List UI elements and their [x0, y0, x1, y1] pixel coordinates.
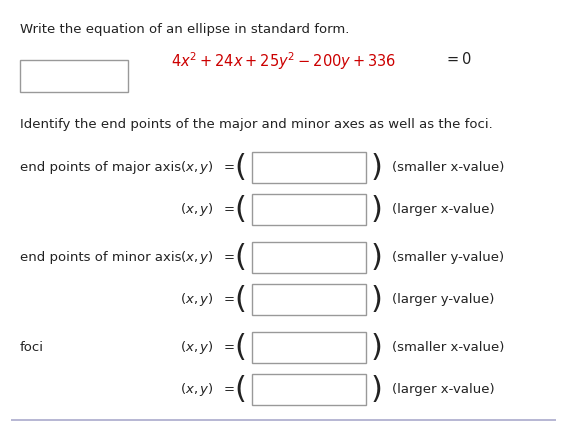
- Text: =: =: [223, 293, 235, 306]
- Text: (smaller x-value): (smaller x-value): [392, 341, 505, 354]
- Text: $(x, y)$: $(x, y)$: [180, 339, 214, 356]
- FancyBboxPatch shape: [19, 60, 128, 92]
- FancyBboxPatch shape: [252, 284, 366, 315]
- Text: (: (: [234, 285, 246, 314]
- Text: ): ): [371, 195, 383, 224]
- Text: Write the equation of an ellipse in standard form.: Write the equation of an ellipse in stan…: [19, 24, 349, 36]
- FancyBboxPatch shape: [252, 332, 366, 364]
- Text: $(x, y)$: $(x, y)$: [180, 249, 214, 266]
- Text: (larger x-value): (larger x-value): [392, 203, 495, 216]
- Text: =: =: [223, 203, 235, 216]
- Text: foci: foci: [19, 341, 44, 354]
- FancyBboxPatch shape: [252, 374, 366, 405]
- Text: ): ): [371, 375, 383, 404]
- Text: (: (: [234, 243, 246, 272]
- Text: (smaller x-value): (smaller x-value): [392, 161, 505, 174]
- Text: =: =: [223, 341, 235, 354]
- Text: $(x, y)$: $(x, y)$: [180, 201, 214, 218]
- FancyBboxPatch shape: [252, 242, 366, 273]
- Text: (larger y-value): (larger y-value): [392, 293, 495, 306]
- Text: ): ): [371, 285, 383, 314]
- Text: =: =: [223, 251, 235, 264]
- Text: =: =: [223, 161, 235, 174]
- Text: ): ): [371, 153, 383, 182]
- Text: (: (: [234, 333, 246, 362]
- FancyBboxPatch shape: [252, 152, 366, 184]
- Text: ): ): [371, 333, 383, 362]
- Text: $4x^2 + 24x + 25y^2 - 200y + 336$: $4x^2 + 24x + 25y^2 - 200y + 336$: [171, 51, 396, 72]
- Text: $= 0$: $= 0$: [444, 51, 472, 67]
- Text: end points of minor axis: end points of minor axis: [19, 251, 181, 264]
- Text: $(x, y)$: $(x, y)$: [180, 381, 214, 398]
- Text: end points of major axis: end points of major axis: [19, 161, 181, 174]
- Text: (larger x-value): (larger x-value): [392, 383, 495, 396]
- Text: (: (: [234, 375, 246, 404]
- Text: Identify the end points of the major and minor axes as well as the foci.: Identify the end points of the major and…: [19, 118, 492, 130]
- Text: (: (: [234, 195, 246, 224]
- Text: =: =: [223, 383, 235, 396]
- Text: (: (: [234, 153, 246, 182]
- Text: $(x, y)$: $(x, y)$: [180, 159, 214, 176]
- Text: ): ): [371, 243, 383, 272]
- Text: (smaller y-value): (smaller y-value): [392, 251, 505, 264]
- Text: $(x, y)$: $(x, y)$: [180, 291, 214, 308]
- FancyBboxPatch shape: [252, 194, 366, 225]
